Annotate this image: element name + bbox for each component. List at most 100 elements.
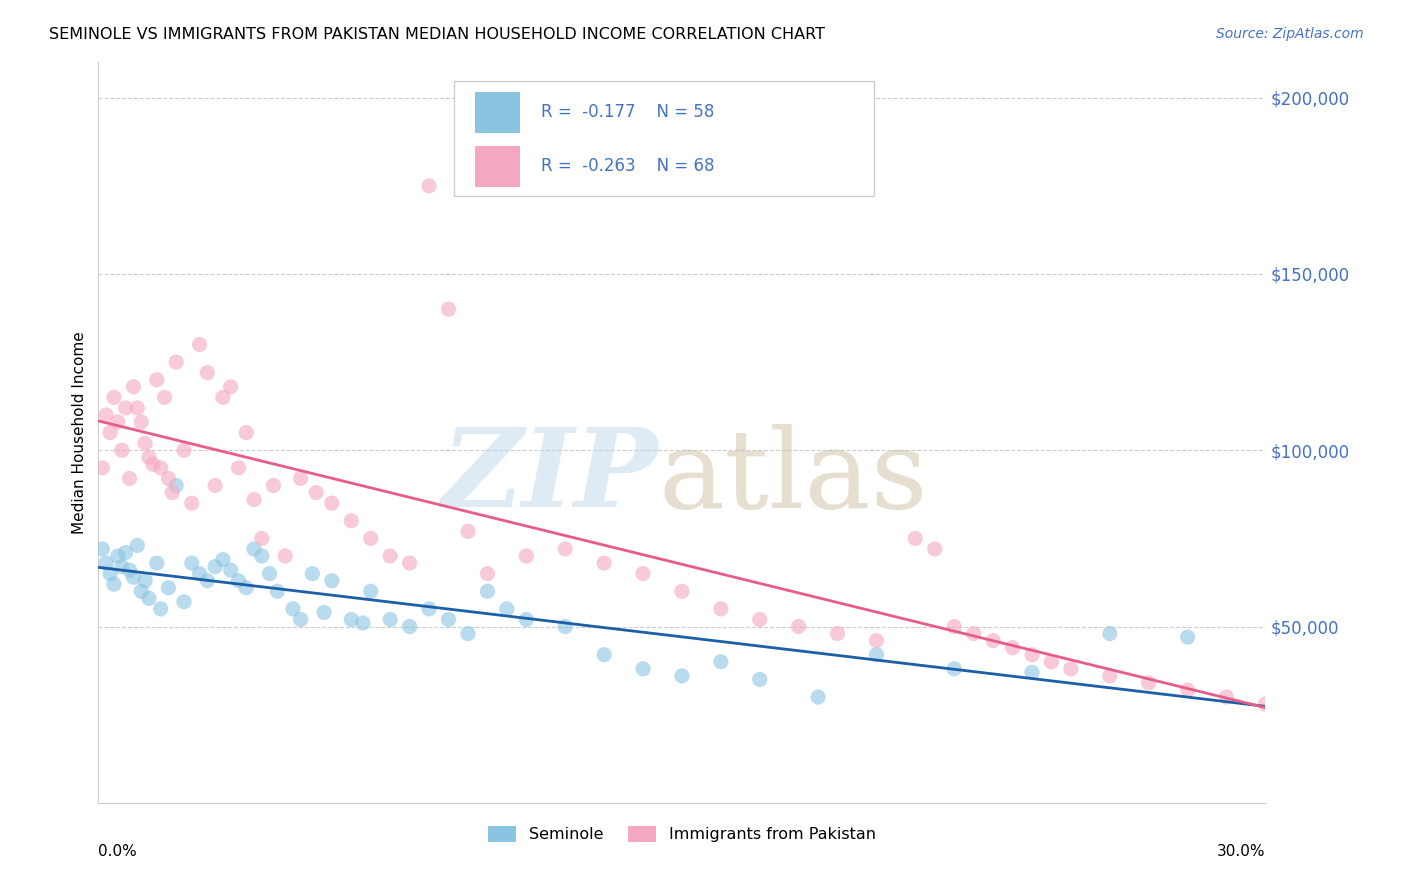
Point: [138, 591, 160, 606]
Point: [1137, 676, 1160, 690]
Point: [1098, 626, 1121, 640]
Point: [153, 390, 176, 404]
Text: R =  -0.263    N = 68: R = -0.263 N = 68: [541, 157, 714, 175]
Point: [290, 612, 312, 626]
Point: [962, 626, 984, 640]
Text: 30.0%: 30.0%: [1218, 844, 1265, 858]
Point: [748, 673, 770, 687]
Point: [180, 556, 202, 570]
Point: [165, 478, 187, 492]
Point: [281, 602, 304, 616]
Point: [312, 606, 335, 620]
Point: [554, 619, 576, 633]
Point: [477, 566, 499, 581]
Point: [457, 524, 479, 539]
Point: [173, 443, 195, 458]
Point: [91, 541, 114, 556]
Point: [398, 619, 420, 633]
Point: [593, 648, 616, 662]
Point: [515, 549, 537, 563]
FancyBboxPatch shape: [454, 81, 875, 195]
Legend: Seminole, Immigrants from Pakistan: Seminole, Immigrants from Pakistan: [479, 818, 884, 850]
Point: [219, 563, 242, 577]
Point: [321, 574, 343, 588]
Point: [204, 559, 226, 574]
Point: [134, 436, 156, 450]
Point: [243, 492, 266, 507]
Point: [103, 390, 125, 404]
Point: [1040, 655, 1063, 669]
Point: [262, 478, 284, 492]
Point: [146, 556, 169, 570]
Point: [107, 549, 129, 563]
Point: [127, 401, 149, 415]
Point: [204, 478, 226, 492]
Point: [301, 566, 323, 581]
Point: [96, 408, 118, 422]
Point: [180, 496, 202, 510]
Text: SEMINOLE VS IMMIGRANTS FROM PAKISTAN MEDIAN HOUSEHOLD INCOME CORRELATION CHART: SEMINOLE VS IMMIGRANTS FROM PAKISTAN MED…: [49, 27, 825, 42]
Bar: [475, 92, 520, 133]
Point: [173, 595, 195, 609]
Point: [195, 574, 218, 588]
Point: [122, 570, 145, 584]
Point: [266, 584, 288, 599]
Point: [515, 612, 537, 626]
Point: [274, 549, 297, 563]
Point: [129, 584, 152, 599]
Point: [235, 581, 257, 595]
Point: [138, 450, 160, 465]
Text: R =  -0.177    N = 58: R = -0.177 N = 58: [541, 103, 714, 121]
Point: [1254, 697, 1277, 711]
Point: [146, 373, 169, 387]
Point: [212, 552, 235, 566]
Point: [943, 662, 966, 676]
Point: [305, 485, 328, 500]
Point: [352, 615, 374, 630]
Point: [188, 566, 211, 581]
Text: ZIP: ZIP: [441, 424, 658, 531]
Point: [111, 559, 134, 574]
Point: [219, 380, 242, 394]
Point: [380, 612, 402, 626]
Point: [710, 655, 733, 669]
Point: [243, 541, 266, 556]
Point: [149, 461, 172, 475]
Point: [380, 549, 402, 563]
Point: [398, 556, 420, 570]
Point: [114, 545, 136, 559]
Point: [981, 633, 1004, 648]
Point: [1060, 662, 1083, 676]
Point: [212, 390, 235, 404]
Point: [924, 541, 946, 556]
Point: [710, 602, 733, 616]
Point: [142, 458, 165, 472]
Point: [360, 532, 382, 546]
Point: [593, 556, 616, 570]
Point: [943, 619, 966, 633]
Point: [865, 633, 887, 648]
Point: [1215, 690, 1237, 704]
Point: [134, 574, 156, 588]
Point: [250, 532, 273, 546]
Point: [118, 471, 141, 485]
Point: [631, 566, 654, 581]
Point: [1177, 630, 1199, 644]
Point: [1001, 640, 1024, 655]
Point: [127, 538, 149, 552]
Point: [360, 584, 382, 599]
Point: [98, 566, 121, 581]
Point: [671, 584, 693, 599]
Point: [259, 566, 281, 581]
Point: [340, 514, 363, 528]
Point: [91, 461, 114, 475]
Point: [98, 425, 121, 440]
Point: [321, 496, 343, 510]
Point: [807, 690, 830, 704]
Point: [157, 581, 180, 595]
Text: Source: ZipAtlas.com: Source: ZipAtlas.com: [1216, 27, 1364, 41]
Point: [129, 415, 152, 429]
Text: 0.0%: 0.0%: [98, 844, 138, 858]
Point: [290, 471, 312, 485]
Point: [437, 612, 460, 626]
